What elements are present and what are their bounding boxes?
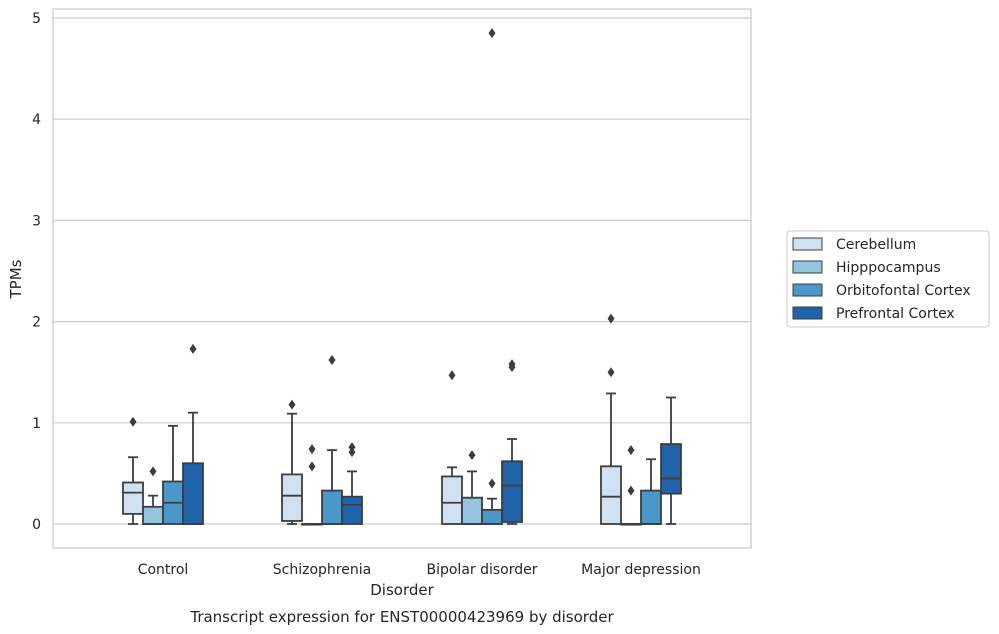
- legend-swatch: [792, 306, 823, 320]
- box-hipppocampus-bipolar-disorder: [461, 450, 483, 525]
- outlier-point: [488, 28, 496, 39]
- box-body: [441, 475, 463, 525]
- box-prefrontal-cortex-bipolar-disorder: [501, 359, 523, 525]
- outlier-point: [508, 359, 516, 370]
- box-body: [142, 505, 164, 525]
- outlier-point: [288, 399, 296, 410]
- chart-caption: Transcript expression for ENST0000042396…: [189, 608, 614, 626]
- legend-label: Orbitofontal Cortex: [836, 283, 971, 299]
- legend-label: Prefrontal Cortex: [836, 306, 955, 322]
- box-body: [660, 443, 682, 495]
- y-tick-label: 1: [32, 416, 41, 432]
- outlier-point: [627, 445, 635, 456]
- outlier-point: [607, 367, 615, 378]
- legend: Cerebellum Hipppocampus Orbitofontal Corte…: [786, 230, 990, 328]
- box-cerebellum-control: [122, 416, 144, 525]
- outlier-point: [308, 461, 316, 472]
- box-prefrontal-cortex-control: [182, 343, 204, 525]
- box-prefrontal-cortex-schizophrenia: [341, 442, 363, 525]
- x-tick-label: Major depression: [581, 562, 701, 578]
- outlier-point: [348, 442, 356, 453]
- box-orbitofontal-cortex-control: [162, 424, 184, 525]
- box-orbitofontal-cortex-schizophrenia: [321, 355, 343, 525]
- box-body: [122, 481, 144, 515]
- outlier-point: [149, 466, 157, 477]
- box-orbitofontal-cortex-bipolar-disorder: [481, 28, 503, 525]
- outlier-point: [348, 447, 356, 458]
- y-tick-labels: 0 1 2 3 4 5: [32, 11, 41, 533]
- x-axis-label: Disorder: [370, 581, 434, 599]
- legend-frame: [786, 230, 990, 328]
- box-prefrontal-cortex-major-depression: [660, 396, 682, 525]
- x-tick-label: Bipolar disorder: [426, 562, 537, 578]
- legend-label: Cerebellum: [836, 237, 916, 253]
- box-body: [182, 462, 204, 525]
- box-body: [600, 465, 622, 525]
- box-elements: [122, 28, 682, 526]
- legend-label: Hipppocampus: [836, 260, 941, 276]
- y-tick-label: 4: [32, 112, 41, 128]
- y-tick-label: 5: [32, 11, 41, 27]
- outlier-point: [129, 416, 137, 427]
- outlier-point: [448, 370, 456, 381]
- box-hipppocampus-schizophrenia: [301, 444, 323, 526]
- box-hipppocampus-major-depression: [620, 445, 642, 526]
- outlier-point: [308, 444, 316, 455]
- outlier-point: [627, 485, 635, 496]
- box-orbitofontal-cortex-major-depression: [640, 458, 662, 525]
- box-cerebellum-major-depression: [600, 313, 622, 525]
- box-body: [640, 489, 662, 525]
- box-cerebellum-schizophrenia: [281, 399, 303, 525]
- y-tick-label: 2: [32, 315, 41, 331]
- box-hipppocampus-control: [142, 466, 164, 525]
- box-body: [501, 460, 523, 523]
- y-axis-label: TPMs: [7, 259, 25, 299]
- box-body: [321, 489, 343, 525]
- outlier-point: [189, 343, 197, 354]
- x-tick-label: Schizophrenia: [273, 562, 371, 578]
- outlier-point: [488, 478, 496, 489]
- x-tick-label: Control: [138, 562, 189, 578]
- y-tick-label: 0: [32, 517, 41, 533]
- outlier-point: [468, 450, 476, 461]
- outlier-point: [328, 355, 336, 366]
- y-tick-label: 3: [32, 213, 41, 229]
- outlier-point: [607, 313, 615, 324]
- box-cerebellum-bipolar-disorder: [441, 370, 463, 525]
- box-body: [341, 495, 363, 525]
- box-body: [461, 496, 483, 525]
- x-tick-labels: Control Schizophrenia Bipolar disorder Majo…: [138, 562, 701, 578]
- box-body: [281, 473, 303, 522]
- grid-lines: [53, 17, 751, 525]
- legend-swatch: [792, 260, 823, 274]
- legend-swatch: [792, 283, 823, 297]
- box-body: [481, 508, 503, 525]
- legend-swatch: [792, 237, 823, 251]
- plot-frame: [52, 8, 752, 549]
